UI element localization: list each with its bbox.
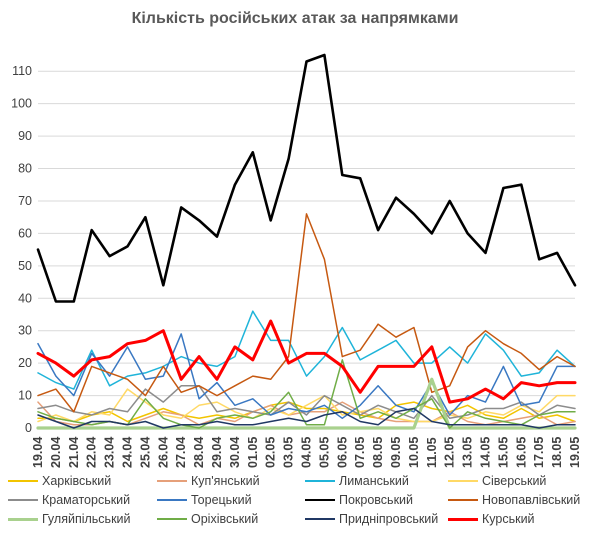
- x-tick-label: 22.04: [85, 437, 99, 468]
- x-tick-label: 27.04: [174, 437, 188, 468]
- y-tick-label: 70: [18, 194, 32, 208]
- y-tick-label: 40: [18, 291, 32, 305]
- x-tick-label: 16.05: [514, 437, 528, 468]
- series-line: [37, 310, 576, 390]
- series-line: [37, 388, 576, 423]
- y-tick-label: 80: [18, 162, 32, 176]
- series-line: [36, 377, 577, 430]
- x-tick-label: 03.05: [282, 437, 296, 468]
- x-tick-label: 29.04: [210, 437, 224, 468]
- x-tick-label: 18.05: [550, 437, 564, 468]
- x-tick-label: 19.05: [568, 437, 582, 468]
- x-tick-label: 06.05: [335, 437, 349, 468]
- series-line: [37, 333, 576, 420]
- x-tick-label: 21.04: [67, 437, 81, 468]
- y-tick-label: 10: [18, 389, 32, 403]
- x-tick-label: 08.05: [371, 437, 385, 468]
- x-tick-label: 15.05: [496, 437, 510, 468]
- x-tick-label: 30.04: [228, 437, 242, 468]
- x-tick-label: 26.04: [156, 437, 170, 468]
- x-tick-label: 13.05: [461, 437, 475, 468]
- x-tick-label: 20.04: [49, 437, 63, 468]
- x-tick-label: 02.05: [264, 437, 278, 468]
- series-line: [37, 385, 576, 420]
- x-tick-label: 28.04: [192, 437, 206, 468]
- x-tick-label: 10.05: [407, 437, 421, 468]
- series-line: [36, 53, 577, 303]
- x-tick-label: 01.05: [246, 437, 260, 468]
- y-tick-label: 110: [12, 64, 32, 78]
- y-tick-label: 60: [18, 226, 32, 240]
- x-tick-label: 19.04: [31, 437, 45, 468]
- chart-title: Кількість російських атак за напрямками: [131, 10, 459, 27]
- series-line: [37, 401, 576, 423]
- x-tick-label: 05.05: [317, 437, 331, 468]
- x-tick-label: 14.05: [479, 437, 493, 468]
- y-tick-label: 20: [18, 356, 32, 370]
- series-line: [37, 407, 576, 429]
- x-tick-label: 04.05: [300, 437, 314, 468]
- y-tick-label: 0: [25, 421, 32, 435]
- x-tick-label: 09.05: [389, 437, 403, 468]
- series-line: [37, 213, 576, 413]
- x-tick-label: 11.05: [425, 437, 439, 468]
- x-tick-label: 12.05: [443, 437, 457, 468]
- x-tick-label: 17.05: [532, 437, 546, 468]
- x-tick-label: 24.04: [121, 437, 135, 468]
- y-tick-label: 100: [11, 97, 32, 111]
- y-tick-label: 30: [18, 324, 32, 338]
- x-tick-label: 23.04: [103, 437, 117, 468]
- x-tick-label: 25.04: [138, 437, 152, 468]
- x-tick-label: 07.05: [353, 437, 367, 468]
- y-tick-label: 50: [18, 259, 32, 273]
- series-line: [36, 319, 577, 404]
- y-tick-label: 90: [18, 129, 32, 143]
